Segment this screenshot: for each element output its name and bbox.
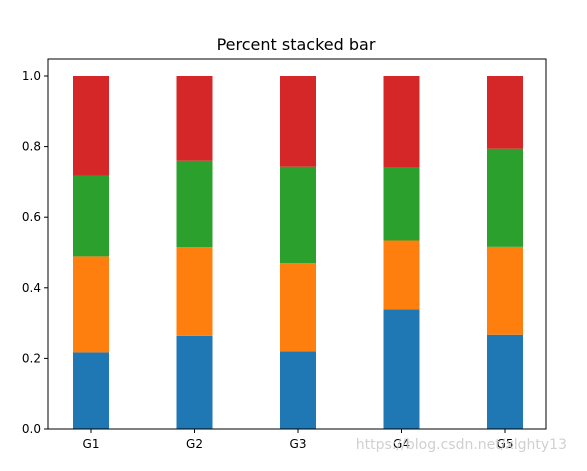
bar-g1-segment-3 [73, 175, 109, 257]
bar-g2-segment-4 [176, 76, 213, 161]
x-tick-label-g2: G2 [186, 437, 203, 451]
y-tick-label-5: 1.0 [22, 69, 41, 83]
bar-g4-segment-3 [383, 167, 420, 241]
bar-g3-segment-2 [280, 263, 316, 352]
bar-g3-segment-3 [280, 166, 316, 264]
bar-g5-segment-3 [487, 148, 523, 247]
bar-g1-segment-1 [73, 352, 109, 429]
watermark-text: https://blog.csdn.net/xlghty13 [356, 437, 567, 453]
bar-g2-segment-2 [176, 247, 213, 336]
y-tick-label-2: 0.4 [22, 281, 41, 295]
bar-g1-segment-2 [73, 256, 109, 353]
chart-title: Percent stacked bar [217, 35, 376, 54]
bar-g4-segment-2 [383, 240, 420, 310]
bar-g5-segment-4 [487, 76, 523, 149]
bar-g3-segment-4 [280, 76, 316, 167]
y-tick-label-3: 0.6 [22, 210, 41, 224]
bar-g5-segment-1 [487, 334, 523, 429]
y-tick-label-0: 0.0 [22, 422, 41, 436]
y-axis: 0.0 0.2 0.4 0.6 0.8 1.0 [22, 69, 48, 436]
bar-g1-segment-4 [73, 76, 109, 176]
x-tick-label-g4: G4 [393, 437, 410, 451]
bar-g5-segment-2 [487, 246, 523, 335]
x-axis: G1 G2 G3 G4 G5 [83, 429, 514, 451]
y-tick-label-4: 0.8 [22, 140, 41, 154]
bar-g3-segment-1 [280, 351, 316, 429]
bar-g2-segment-3 [176, 160, 213, 248]
plot-frame [47, 58, 547, 430]
bar-g2-segment-1 [176, 335, 213, 429]
x-tick-label-g1: G1 [83, 437, 100, 451]
bar-g4-segment-4 [383, 76, 420, 168]
bars-group [73, 76, 523, 429]
y-tick-label-1: 0.2 [22, 351, 41, 365]
bar-g4-segment-1 [383, 309, 420, 429]
x-tick-label-g3: G3 [290, 437, 307, 451]
x-tick-label-g5: G5 [497, 437, 514, 451]
